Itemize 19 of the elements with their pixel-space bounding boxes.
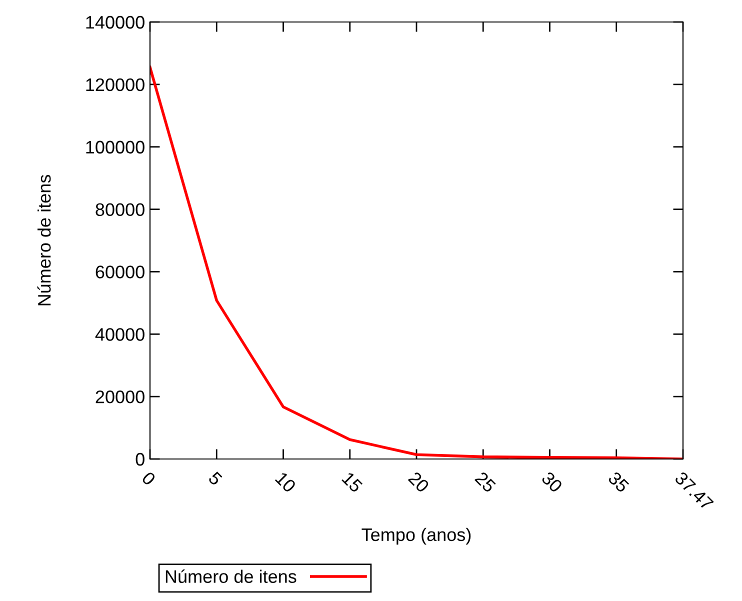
legend-label: Número de itens <box>166 570 296 583</box>
x-tick-label: 15 <box>341 472 364 494</box>
x-tick-label: 35 <box>607 470 630 494</box>
y-tick-label: 100000 <box>86 140 144 154</box>
x-tick-label: 10 <box>274 471 297 494</box>
x-tick-label: 5 <box>208 471 223 486</box>
x-axis-title: Tempo (anos) <box>362 528 471 545</box>
x-tick-label: 30 <box>540 470 564 494</box>
y-tick-label: 60000 <box>96 266 144 278</box>
x-tick-label: 25 <box>474 471 496 494</box>
y-tick-label: 80000 <box>96 203 144 216</box>
x-tick-label: 20 <box>408 471 430 494</box>
y-tick-label: 40000 <box>95 328 144 341</box>
y-tick-label: 20000 <box>96 390 144 404</box>
y-tick-label: 140000 <box>86 16 144 29</box>
y-axis-title: Número de itens <box>37 174 51 306</box>
y-tick-label: 120000 <box>86 78 144 92</box>
x-tick-label: 0 <box>141 470 156 486</box>
y-tick-label: 0 <box>136 452 144 466</box>
